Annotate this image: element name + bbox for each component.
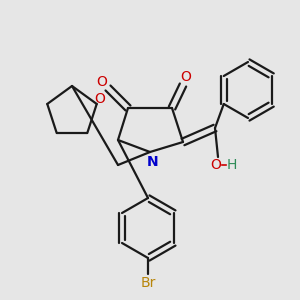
Text: H: H [227, 158, 237, 172]
Text: O: O [181, 70, 191, 84]
Text: O: O [94, 92, 105, 106]
Text: Br: Br [140, 276, 156, 290]
Text: O: O [97, 75, 107, 89]
Text: N: N [147, 155, 159, 169]
Text: O: O [211, 158, 221, 172]
